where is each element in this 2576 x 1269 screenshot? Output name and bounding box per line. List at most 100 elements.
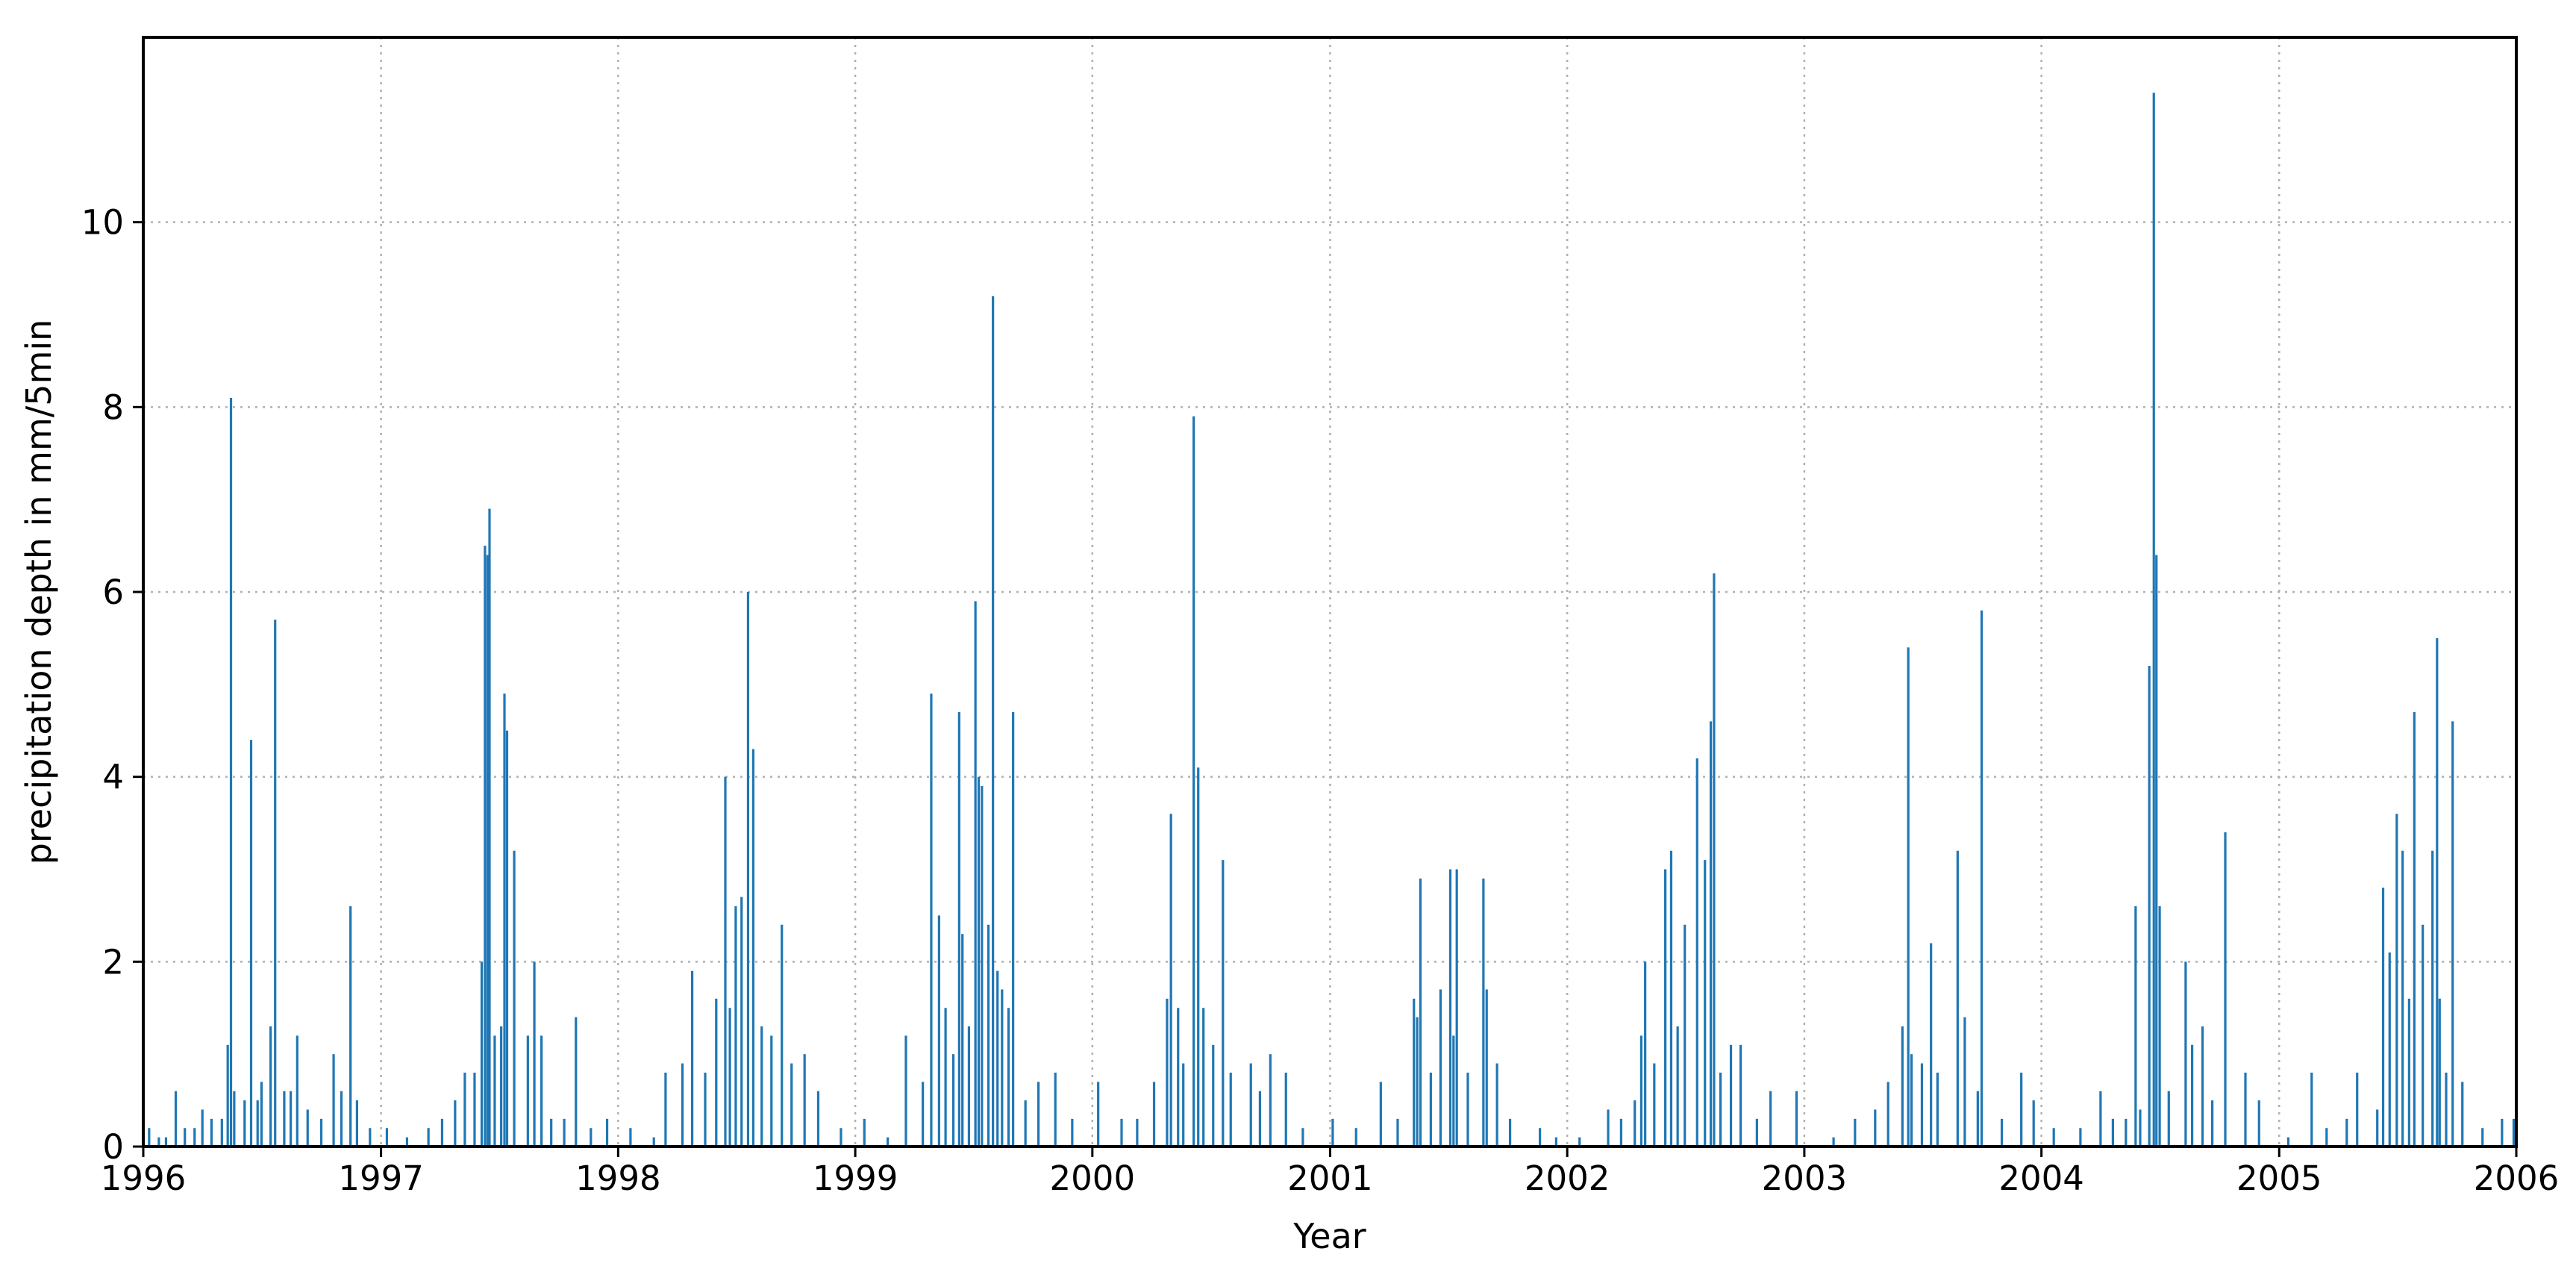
- bar-28: [385, 1128, 389, 1147]
- bar-135: [1607, 1109, 1610, 1147]
- x-tick-label-2005: 2005: [2236, 1159, 2322, 1198]
- bar-0: [148, 1128, 151, 1147]
- bar-38: [488, 508, 491, 1147]
- bar-51: [605, 1118, 609, 1147]
- bar-100: [1166, 998, 1169, 1147]
- bar-17: [274, 620, 277, 1147]
- bar-207: [2445, 1072, 2448, 1147]
- bar-35: [480, 961, 484, 1147]
- bar-50: [590, 1128, 593, 1147]
- bar-201: [2407, 998, 2410, 1147]
- y-tick-label-0: 0: [102, 1127, 124, 1167]
- bar-140: [1653, 1063, 1656, 1147]
- bar-190: [2257, 1100, 2260, 1147]
- bar-163: [1930, 943, 1933, 1147]
- bar-145: [1695, 758, 1698, 1147]
- bar-4: [184, 1128, 187, 1147]
- bar-150: [1729, 1044, 1733, 1147]
- bar-10: [229, 397, 233, 1147]
- bar-174: [2099, 1091, 2102, 1147]
- bar-94: [1054, 1072, 1057, 1147]
- precipitation-bars: [148, 93, 2516, 1147]
- bar-119: [1413, 998, 1416, 1147]
- bar-80: [957, 711, 960, 1147]
- bar-59: [724, 776, 727, 1147]
- bar-62: [740, 897, 743, 1147]
- bar-152: [1755, 1118, 1758, 1147]
- x-tick-label-2002: 2002: [1525, 1159, 1610, 1198]
- bar-75: [922, 1082, 925, 1147]
- bar-114: [1301, 1128, 1304, 1147]
- bar-208: [2451, 721, 2454, 1147]
- bar-175: [2111, 1118, 2115, 1147]
- bar-74: [904, 1035, 907, 1147]
- bar-32: [454, 1100, 457, 1147]
- bar-184: [2184, 961, 2187, 1147]
- bar-56: [690, 970, 694, 1147]
- bar-165: [1956, 850, 1959, 1147]
- bar-55: [681, 1063, 684, 1147]
- bar-122: [1429, 1072, 1432, 1147]
- x-tick-label-2004: 2004: [1998, 1159, 2084, 1198]
- bar-77: [937, 915, 940, 1147]
- bar-121: [1419, 878, 1422, 1147]
- bar-102: [1177, 1008, 1180, 1147]
- bar-66: [770, 1035, 773, 1147]
- bar-58: [715, 998, 718, 1147]
- bar-155: [1832, 1137, 1835, 1147]
- bar-112: [1269, 1054, 1272, 1147]
- bar-111: [1258, 1091, 1262, 1147]
- bar-41: [503, 693, 506, 1147]
- bar-64: [751, 749, 755, 1147]
- bar-129: [1485, 989, 1488, 1147]
- bar-149: [1719, 1072, 1722, 1147]
- bar-113: [1284, 1072, 1287, 1147]
- bar-63: [746, 592, 750, 1147]
- bar-8: [220, 1118, 223, 1147]
- bar-29: [405, 1137, 409, 1147]
- bar-168: [1980, 610, 1983, 1147]
- bar-99: [1152, 1082, 1156, 1147]
- bar-144: [1684, 924, 1686, 1147]
- bar-16: [269, 1026, 272, 1147]
- bar-31: [440, 1118, 444, 1147]
- x-tick-label-2006: 2006: [2474, 1159, 2560, 1198]
- bar-120: [1416, 1017, 1419, 1147]
- bar-123: [1439, 989, 1442, 1147]
- bar-146: [1704, 860, 1707, 1147]
- bar-89: [1001, 989, 1004, 1147]
- bar-176: [2125, 1118, 2128, 1147]
- bar-95: [1071, 1118, 1074, 1147]
- bar-138: [1639, 1035, 1643, 1147]
- bar-71: [840, 1128, 842, 1147]
- bar-126: [1455, 869, 1458, 1147]
- bar-61: [734, 906, 737, 1147]
- bar-197: [2381, 888, 2385, 1147]
- bar-172: [2052, 1128, 2055, 1147]
- bar-98: [1136, 1118, 1139, 1147]
- bar-27: [369, 1128, 372, 1147]
- bar-164: [1936, 1072, 1939, 1147]
- bar-105: [1197, 767, 1200, 1147]
- bar-162: [1920, 1063, 1924, 1147]
- bar-33: [463, 1072, 466, 1147]
- bar-116: [1354, 1128, 1357, 1147]
- x-tick-label-1999: 1999: [813, 1159, 898, 1198]
- bar-183: [2167, 1091, 2170, 1147]
- bar-108: [1222, 860, 1225, 1147]
- bar-73: [887, 1137, 890, 1147]
- bar-177: [2134, 906, 2137, 1147]
- bar-182: [2158, 906, 2161, 1147]
- bar-79: [951, 1054, 955, 1147]
- y-tick-label-4: 4: [102, 758, 124, 797]
- bar-127: [1466, 1072, 1469, 1147]
- bar-178: [2139, 1109, 2142, 1147]
- bar-19: [290, 1091, 293, 1147]
- bar-191: [2286, 1137, 2290, 1147]
- bar-185: [2191, 1044, 2194, 1147]
- bar-173: [2079, 1128, 2082, 1147]
- y-tick-label-10: 10: [81, 203, 124, 243]
- bar-198: [2388, 952, 2391, 1147]
- x-tick-label-1998: 1998: [575, 1159, 661, 1198]
